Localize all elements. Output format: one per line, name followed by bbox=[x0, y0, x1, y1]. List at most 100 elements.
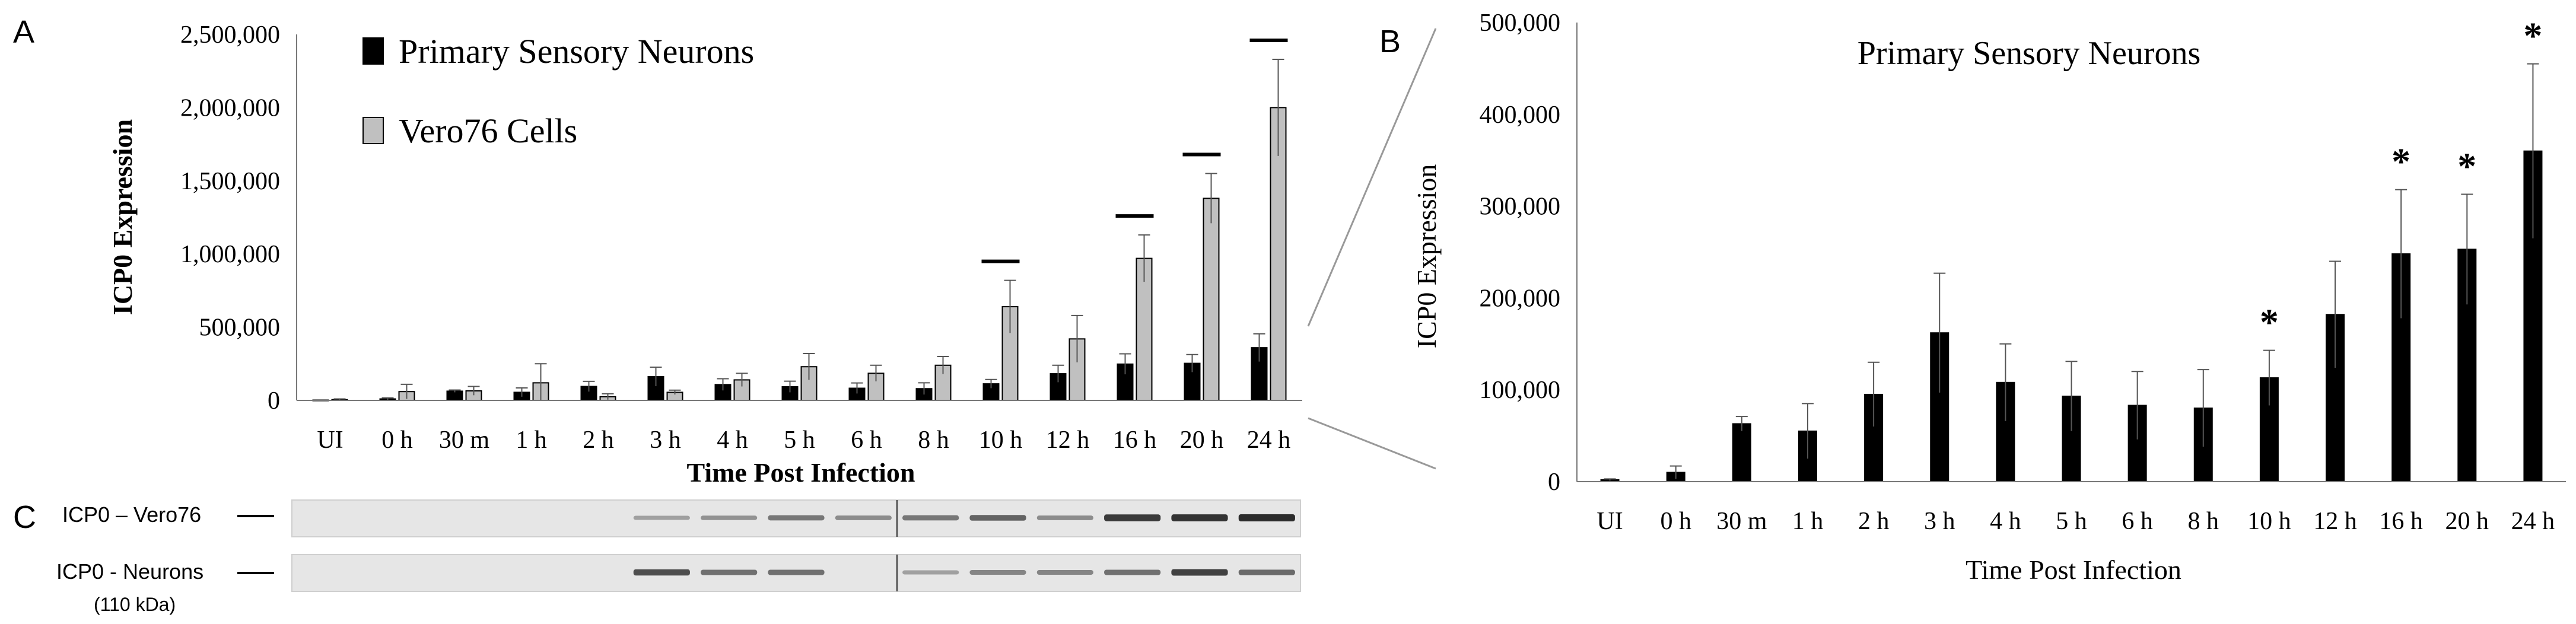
x-tick-label: 10 h bbox=[979, 426, 1023, 454]
significance-star: * bbox=[2457, 145, 2476, 187]
x-tick-label: 12 h bbox=[1046, 426, 1090, 454]
y-tick-label: 500,000 bbox=[199, 314, 281, 342]
bar bbox=[446, 390, 463, 401]
blot-band bbox=[1036, 569, 1093, 575]
x-tick-label: 8 h bbox=[2188, 508, 2219, 535]
blot-band bbox=[835, 515, 892, 520]
panel-label-c: C bbox=[13, 499, 36, 535]
x-tick-label: 5 h bbox=[2056, 508, 2087, 535]
blot-band bbox=[1036, 515, 1093, 520]
y-tick-label: 0 bbox=[268, 387, 280, 415]
blot-band bbox=[701, 515, 758, 520]
bar bbox=[1203, 198, 1220, 401]
blot-label-neurons: ICP0 - Neurons bbox=[56, 559, 203, 584]
x-tick-label: 4 h bbox=[717, 426, 748, 454]
x-tick-label: 5 h bbox=[784, 426, 815, 454]
chart-b-x-label: Time Post Infection bbox=[1966, 555, 2181, 585]
y-tick-label: 1,000,000 bbox=[180, 241, 280, 268]
x-tick-label: 2 h bbox=[583, 426, 614, 454]
x-tick-label: 12 h bbox=[2313, 508, 2357, 535]
chart-a-y-ticks: 0 500,000 1,000,000 1,500,000 2,000,000 2,500… bbox=[180, 21, 280, 415]
blot-band bbox=[768, 569, 825, 575]
chart-a-bars bbox=[312, 58, 1287, 402]
chart-b-x-ticks: UI 0 h 30 m 1 h 2 h 3 h 4 h 5 h 6 h 8 h 10 h 12 h 16… bbox=[1597, 508, 2555, 535]
significance-star: * bbox=[2391, 141, 2410, 183]
chart-b-y-ticks: 0 100,000 200,000 300,000 400,000 500,000 bbox=[1480, 9, 1561, 496]
x-tick-label: 30 m bbox=[1716, 508, 1767, 535]
chart-a: 0 500,000 1,000,000 1,500,000 2,000,000 2,500… bbox=[107, 21, 1302, 488]
x-tick-label: 6 h bbox=[851, 426, 882, 454]
x-tick-label: 24 h bbox=[1247, 426, 1291, 454]
y-tick-label: 500,000 bbox=[1480, 9, 1561, 37]
chart-b-significance: * * * * bbox=[2260, 15, 2543, 343]
x-tick-label: 3 h bbox=[650, 426, 681, 454]
blot-band bbox=[701, 569, 758, 575]
blot-band bbox=[1104, 569, 1161, 575]
significance-star: * bbox=[2260, 301, 2279, 343]
x-tick-label: 8 h bbox=[918, 426, 949, 454]
chart-a-significance bbox=[981, 38, 1288, 263]
y-tick-label: 2,500,000 bbox=[180, 21, 280, 49]
x-tick-label: 30 m bbox=[439, 426, 490, 454]
y-tick-label: 100,000 bbox=[1480, 377, 1561, 404]
y-tick-label: 200,000 bbox=[1480, 285, 1561, 312]
x-tick-label: 10 h bbox=[2247, 508, 2291, 535]
x-tick-label: 0 h bbox=[1660, 508, 1691, 535]
y-tick-label: 2,000,000 bbox=[180, 94, 280, 122]
chart-b-title: Primary Sensory Neurons bbox=[1858, 35, 2201, 72]
panel-label-b: B bbox=[1379, 24, 1401, 59]
legend-label-vero: Vero76 Cells bbox=[399, 112, 577, 150]
legend-swatch-vero bbox=[362, 117, 384, 144]
zoom-connector-bottom bbox=[1308, 417, 1436, 470]
bar bbox=[1732, 423, 1751, 483]
blot-band bbox=[1238, 514, 1295, 521]
chart-a-x-ticks: UI 0 h 30 m 1 h 2 h 3 h 4 h 5 h 6 h 8 h 10 h 12 h 16… bbox=[317, 426, 1290, 454]
y-tick-label: 1,500,000 bbox=[180, 168, 280, 195]
blot-band bbox=[1238, 569, 1295, 575]
x-tick-label: 20 h bbox=[2445, 508, 2489, 535]
legend-label-neurons: Primary Sensory Neurons bbox=[399, 32, 754, 71]
panel-label-a: A bbox=[13, 14, 34, 50]
chart-a-y-label: ICP0 Expression bbox=[107, 119, 138, 315]
x-tick-label: 24 h bbox=[2511, 508, 2555, 535]
blot-band bbox=[1171, 514, 1228, 521]
significance-star: * bbox=[2523, 15, 2542, 57]
bar bbox=[1864, 393, 1884, 482]
chart-b: 0 100,000 200,000 300,000 400,000 500,000 UI 0… bbox=[1411, 9, 2566, 585]
x-tick-label: 4 h bbox=[1990, 508, 2021, 535]
blot-band bbox=[969, 515, 1026, 521]
x-tick-label: 1 h bbox=[516, 426, 547, 454]
x-tick-label: 0 h bbox=[381, 426, 413, 454]
x-tick-label: 1 h bbox=[1792, 508, 1824, 535]
blot-band bbox=[633, 569, 690, 576]
y-tick-label: 400,000 bbox=[1480, 101, 1561, 129]
blot-strips bbox=[291, 499, 1301, 592]
chart-a-x-label: Time Post Infection bbox=[686, 457, 915, 488]
blot-band bbox=[902, 570, 959, 575]
x-tick-label: 20 h bbox=[1180, 426, 1224, 454]
blot-band bbox=[969, 569, 1026, 575]
blot-size-label: (110 kDa) bbox=[94, 594, 176, 615]
x-tick-label: 16 h bbox=[1113, 426, 1157, 454]
x-tick-label: 16 h bbox=[2379, 508, 2423, 535]
y-tick-label: 300,000 bbox=[1480, 193, 1561, 221]
western-blots: ICP0 – Vero76 ICP0 - Neurons (110 kDa) bbox=[56, 499, 1301, 615]
chart-b-bars bbox=[1600, 63, 2543, 483]
x-tick-label: 3 h bbox=[1924, 508, 1955, 535]
bar bbox=[1136, 257, 1153, 401]
x-tick-label: UI bbox=[1597, 508, 1623, 535]
blot-band bbox=[633, 515, 690, 520]
x-tick-label: 2 h bbox=[1858, 508, 1890, 535]
chart-b-y-label: ICP0 Expression bbox=[1411, 164, 1442, 349]
y-tick-label: 0 bbox=[1548, 469, 1560, 496]
blot-band bbox=[902, 515, 959, 521]
x-tick-label: 6 h bbox=[2122, 508, 2153, 535]
legend-swatch-neurons bbox=[362, 37, 384, 65]
blot-band bbox=[768, 515, 825, 521]
blot-band bbox=[1171, 569, 1228, 576]
blot-label-vero: ICP0 – Vero76 bbox=[62, 502, 201, 527]
x-tick-label: UI bbox=[317, 426, 343, 454]
blot-band bbox=[1104, 514, 1161, 521]
zoom-connector-top bbox=[1307, 28, 1437, 327]
